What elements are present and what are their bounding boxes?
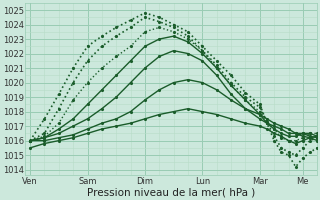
X-axis label: Pression niveau de la mer( hPa ): Pression niveau de la mer( hPa ) bbox=[87, 187, 255, 197]
